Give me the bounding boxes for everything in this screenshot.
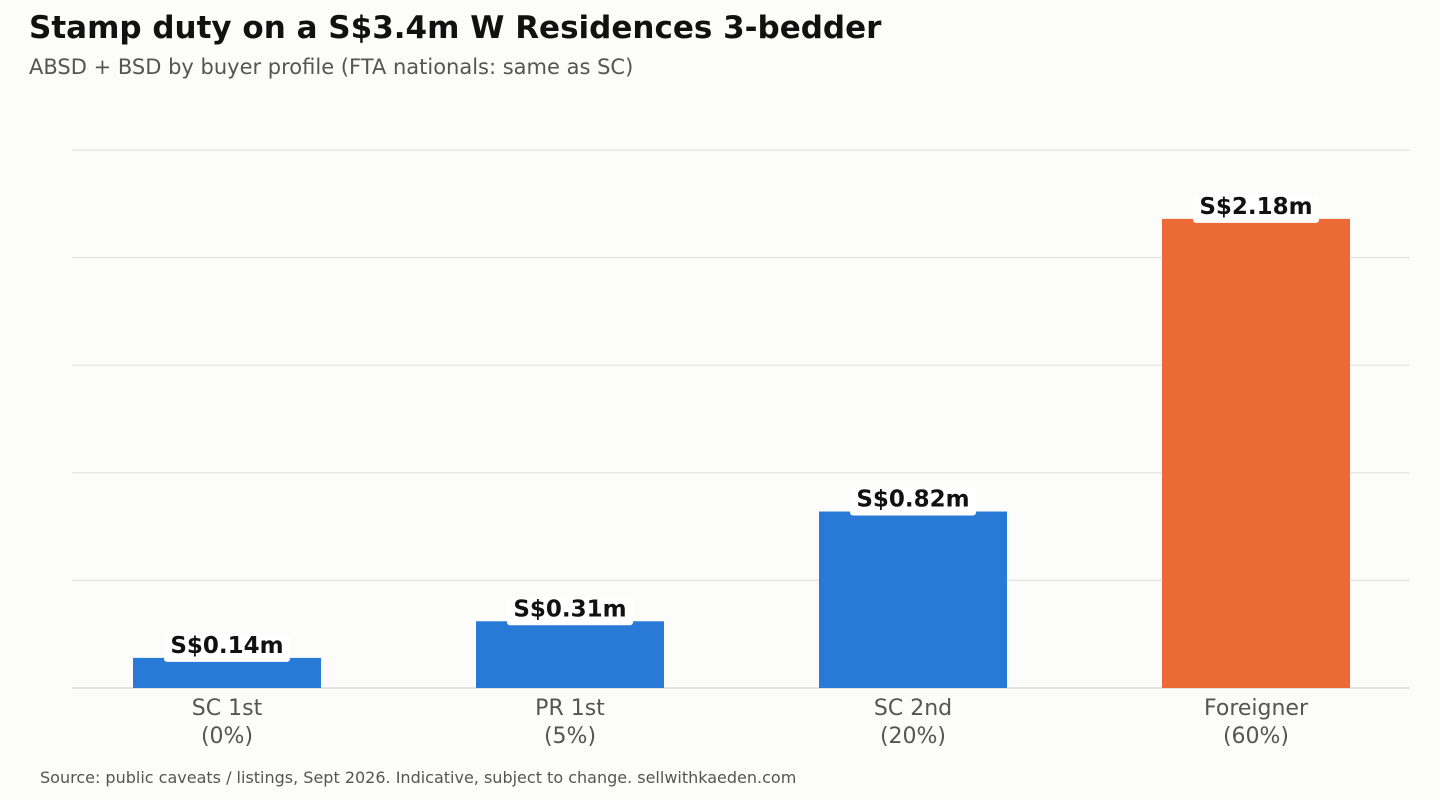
bars bbox=[133, 218, 1350, 688]
value-label-box bbox=[850, 487, 976, 516]
value-label: S$0.14m bbox=[170, 633, 283, 659]
value-labels: S$0.14m S$0.31m S$0.82m S$2.18m bbox=[164, 194, 1319, 662]
value-label: S$2.18m bbox=[1199, 194, 1312, 220]
category-rate-label: (0%) bbox=[201, 724, 253, 749]
x-axis: SC 1st (0%) PR 1st (5%) SC 2nd (20%) Foreigner… bbox=[192, 696, 1309, 749]
chart-subtitle: ABSD + BSD by buyer profile (FTA nationa… bbox=[29, 55, 634, 79]
category-rate-label: (60%) bbox=[1223, 724, 1289, 749]
category-label: SC 2nd bbox=[874, 696, 952, 721]
value-label-box bbox=[507, 597, 633, 626]
source-note: Source: public caveats / listings, Sept … bbox=[40, 768, 797, 787]
category-rate-label: (5%) bbox=[544, 724, 596, 749]
bar bbox=[133, 657, 321, 688]
category-label: Foreigner bbox=[1204, 696, 1309, 721]
bar bbox=[476, 621, 664, 688]
chart-title: Stamp duty on a S$3.4m W Residences 3-be… bbox=[29, 10, 882, 46]
value-label: S$0.82m bbox=[856, 487, 969, 513]
value-label-box bbox=[164, 633, 290, 662]
category-label: SC 1st bbox=[192, 696, 263, 721]
category-rate-label: (20%) bbox=[880, 724, 946, 749]
category-label: PR 1st bbox=[535, 696, 605, 721]
bar bbox=[819, 511, 1007, 688]
bar bbox=[1162, 218, 1350, 688]
value-label: S$0.31m bbox=[513, 596, 626, 622]
value-label-box bbox=[1193, 194, 1319, 223]
